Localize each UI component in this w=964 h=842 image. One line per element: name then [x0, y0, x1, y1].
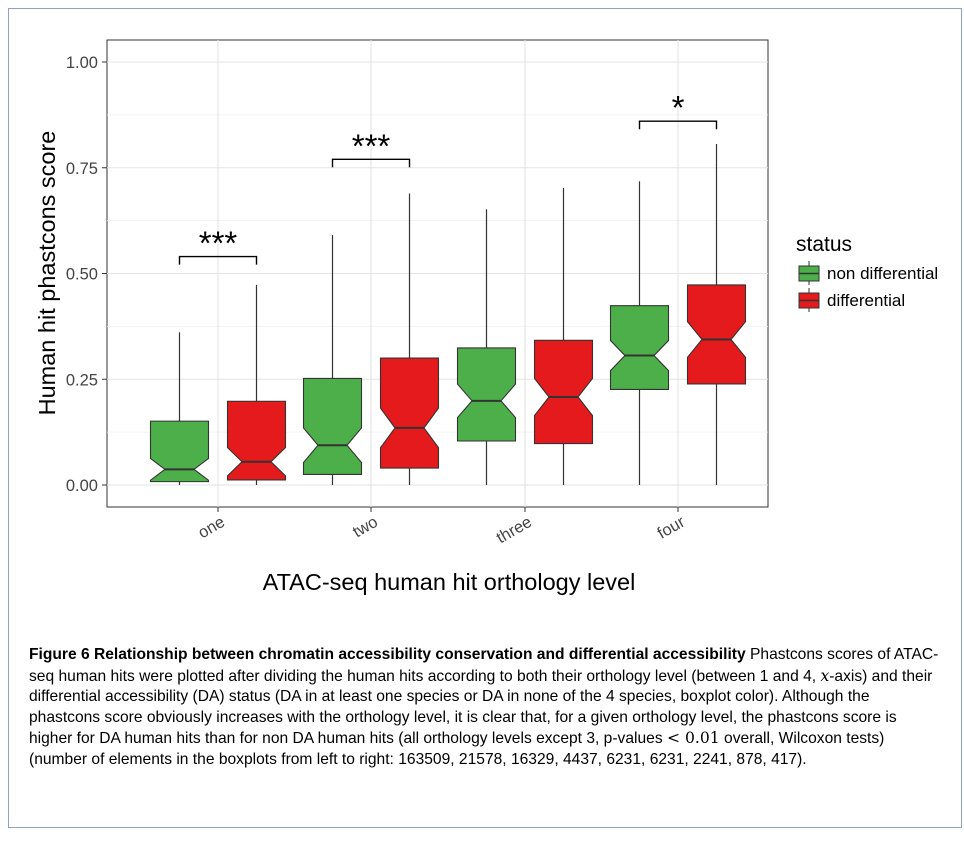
figure-caption: Figure 6 Relationship between chromatin … [29, 645, 941, 771]
x-tick-label: three [493, 513, 535, 547]
significance-stars: *** [199, 225, 238, 262]
y-tick-label: 0.25 [66, 371, 98, 389]
legend: status non differential differential [796, 233, 938, 312]
y-tick-label: 1.00 [66, 54, 98, 72]
y-tick-label: 0.50 [66, 266, 98, 284]
significance-stars: * [672, 89, 685, 126]
x-tick-label: four [654, 513, 688, 543]
legend-title: status [796, 233, 852, 256]
box-body [458, 348, 516, 441]
box-body [611, 306, 669, 390]
y-tick-label: 0.00 [66, 477, 98, 495]
x-tick-label: one [195, 513, 228, 542]
caption-x-var: x [820, 667, 829, 685]
box-body [381, 358, 439, 468]
box-body [228, 401, 286, 480]
significance-stars: *** [352, 127, 391, 164]
y-tick-label: 0.75 [66, 160, 98, 178]
y-axis-title: Human hit phastcons score [34, 131, 60, 416]
x-axis-title: ATAC-seq human hit orthology level [263, 569, 636, 595]
x-tick-label: two [350, 513, 381, 541]
caption-title: Figure 6 Relationship between chromatin … [29, 646, 746, 663]
legend-entry-label: non differential [827, 264, 938, 283]
caption-p-math: < 0.01 [667, 729, 720, 747]
legend-entry-label: differential [827, 291, 905, 310]
box-body [304, 378, 362, 474]
